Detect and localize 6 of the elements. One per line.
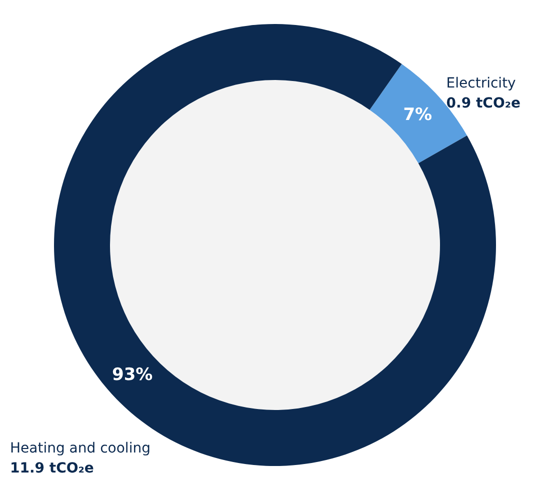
slice-label: Heating and cooling — [10, 440, 150, 457]
data-label: 0.9 tCO₂e — [446, 95, 520, 112]
slice-label: Electricity — [446, 75, 516, 92]
text: 7% — [403, 105, 432, 125]
text: 93% — [112, 365, 153, 385]
data-label: 11.9 tCO₂e — [10, 460, 94, 477]
